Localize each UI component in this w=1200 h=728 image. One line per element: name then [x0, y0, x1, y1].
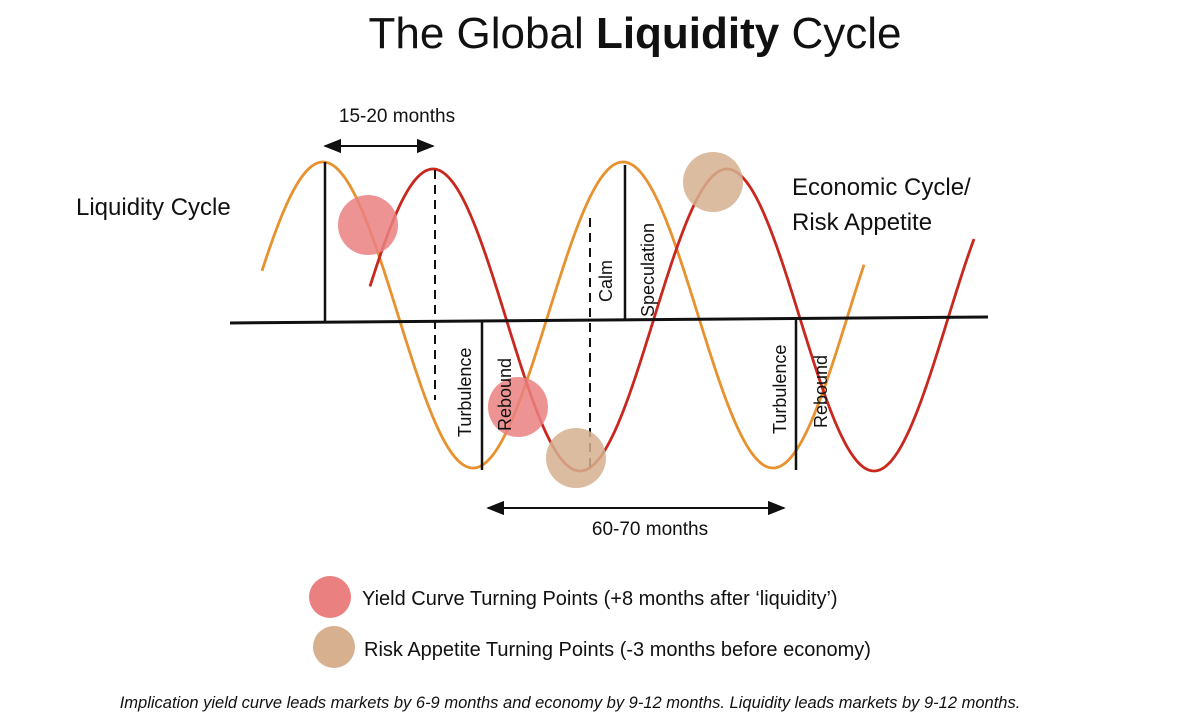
phase-label-rebound-1: Rebound	[495, 358, 515, 431]
baseline-axis	[229, 315, 989, 325]
page-title: The Global Liquidity Cycle	[368, 9, 901, 58]
risk-appetite-turning-point-1	[546, 428, 606, 488]
long-span-label: 60-70 months	[592, 519, 708, 540]
economic-cycle-label-line2: Risk Appetite	[792, 209, 932, 236]
economic-cycle-curve	[368, 167, 976, 473]
liquidity-cycle-label: Liquidity Cycle	[76, 194, 231, 221]
legend-risk-appetite-label: Risk Appetite Turning Points (-3 months …	[364, 639, 871, 661]
footnote: Implication yield curve leads markets by…	[120, 694, 1021, 712]
legend-risk-appetite-swatch	[313, 626, 355, 668]
phase-label-rebound-2: Rebound	[811, 355, 831, 428]
phase-label-speculation: Speculation	[638, 223, 658, 317]
phase-label-turbulence-2: Turbulence	[770, 345, 790, 434]
legend-yield-curve-label: Yield Curve Turning Points (+8 months af…	[362, 588, 838, 610]
yield-curve-turning-point-1	[338, 195, 398, 255]
risk-appetite-turning-point-2	[683, 152, 743, 212]
legend-yield-curve-swatch	[309, 576, 351, 618]
phase-label-calm: Calm	[596, 260, 616, 302]
short-span-label: 15-20 months	[339, 106, 455, 127]
phase-label-turbulence-1: Turbulence	[455, 348, 475, 437]
yield-curve-turning-point-2	[488, 377, 548, 437]
economic-cycle-label-line1: Economic Cycle/	[792, 174, 971, 201]
legend: Yield Curve Turning Points (+8 months af…	[309, 576, 871, 668]
